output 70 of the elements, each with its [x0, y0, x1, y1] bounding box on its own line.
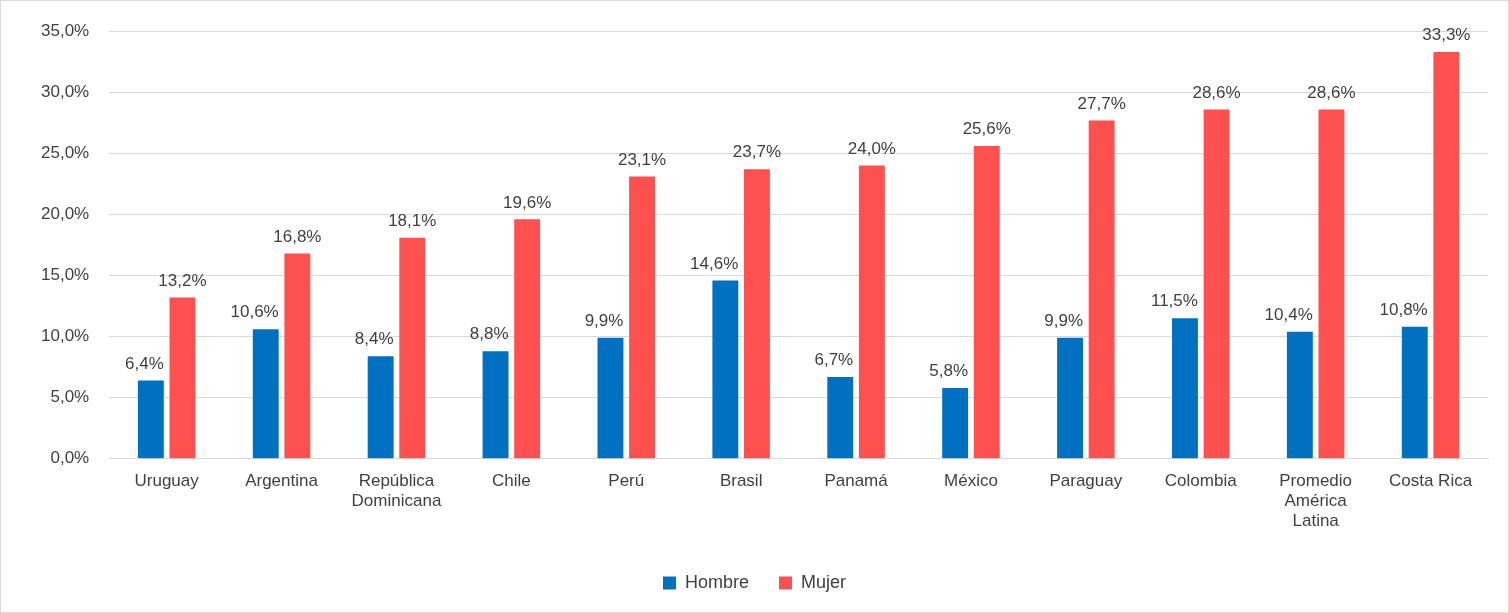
- data-label: 10,4%: [1264, 304, 1313, 324]
- data-label: 8,8%: [469, 324, 509, 344]
- y-tick-label: 10,0%: [41, 326, 90, 346]
- data-label: 10,8%: [1379, 300, 1428, 320]
- data-label: 28,6%: [1307, 82, 1356, 102]
- bar: [858, 165, 885, 459]
- bar: [482, 351, 509, 459]
- bar: [629, 176, 656, 459]
- bar: [1057, 337, 1084, 459]
- data-label: 19,6%: [503, 192, 552, 212]
- data-label: 9,9%: [1044, 311, 1084, 331]
- data-label: 11,5%: [1150, 291, 1198, 311]
- legend-label: Mujer: [801, 571, 847, 592]
- x-tick-label: Promedio América Latina: [1279, 470, 1353, 531]
- bar: [169, 297, 196, 459]
- x-tick-label: Colombia: [1164, 470, 1238, 490]
- data-label: 23,1%: [617, 149, 667, 169]
- bar: [1172, 318, 1198, 459]
- bar: [399, 237, 426, 459]
- bar: [744, 169, 770, 459]
- data-label: 9,9%: [584, 311, 624, 331]
- data-label: 6,7%: [814, 350, 854, 370]
- x-tick-label: República Dominicana: [351, 470, 442, 511]
- data-label: 28,6%: [1192, 82, 1241, 102]
- y-tick-label: 35,0%: [41, 20, 90, 40]
- x-tick-label: Perú: [608, 470, 645, 490]
- y-tick-label: 0,0%: [50, 448, 90, 468]
- bar: [1318, 109, 1345, 459]
- x-tick-label: Argentina: [245, 470, 319, 490]
- bar: [827, 376, 854, 459]
- bar: [1286, 331, 1313, 459]
- data-label: 6,4%: [125, 353, 164, 373]
- bar: [284, 253, 311, 459]
- data-label: 13,2%: [158, 270, 207, 290]
- bar: [1088, 120, 1115, 459]
- bar: [1401, 326, 1428, 459]
- data-label: 23,7%: [732, 142, 782, 162]
- bar: [1203, 109, 1230, 459]
- data-label: 16,8%: [273, 226, 322, 246]
- bar: [514, 219, 541, 459]
- bar: [712, 280, 739, 459]
- x-tick-label: Brasil: [719, 470, 763, 490]
- legend-label: Hombre: [684, 571, 750, 592]
- x-tick-label: Paraguay: [1049, 470, 1123, 490]
- bar: [137, 380, 164, 459]
- x-tick-label: México: [944, 470, 998, 490]
- data-label: 24,0%: [847, 138, 896, 158]
- data-label: 5,8%: [929, 361, 969, 381]
- bar: [597, 337, 624, 459]
- data-label: 33,3%: [1422, 25, 1471, 45]
- y-tick-label: 15,0%: [41, 265, 90, 285]
- data-label: 27,7%: [1077, 93, 1126, 113]
- data-label: 14,6%: [690, 253, 739, 273]
- y-tick-label: 30,0%: [41, 81, 90, 101]
- data-label: 10,6%: [230, 302, 279, 322]
- x-tick-label: Costa Rica: [1388, 470, 1473, 490]
- data-label: 8,4%: [354, 329, 394, 349]
- data-label: 25,6%: [962, 119, 1011, 139]
- bar: [252, 329, 279, 459]
- y-tick-label: 5,0%: [50, 387, 90, 407]
- bar: [1433, 51, 1460, 459]
- x-tick-label: Uruguay: [134, 470, 200, 490]
- bar: [973, 146, 1000, 459]
- bar: [942, 387, 969, 459]
- data-label: 18,1%: [388, 210, 437, 230]
- bar: [367, 356, 394, 459]
- x-tick-label: Panamá: [824, 470, 889, 490]
- y-tick-label: 25,0%: [41, 143, 90, 163]
- y-tick-label: 20,0%: [41, 204, 90, 224]
- x-tick-label: Chile: [491, 470, 531, 490]
